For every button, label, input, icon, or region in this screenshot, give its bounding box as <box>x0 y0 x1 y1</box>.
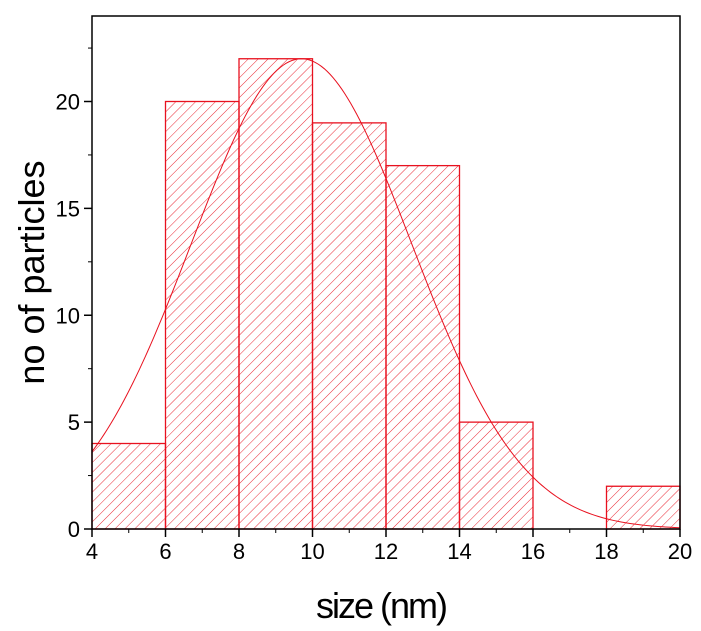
bar-4-6 <box>91 442 167 530</box>
bar-6-8 <box>164 100 240 530</box>
bar-8-10 <box>238 58 314 530</box>
bar-12-14 <box>385 164 461 530</box>
y-axis-ticks: 0 5 10 15 20 <box>56 47 92 542</box>
y-tick-label: 20 <box>56 90 80 115</box>
x-tick-label: 16 <box>521 539 545 564</box>
x-tick-label: 18 <box>594 539 618 564</box>
gaussian-fit-curve <box>91 58 681 529</box>
y-tick-label: 0 <box>68 517 80 542</box>
x-tick-label: 8 <box>233 539 245 564</box>
bar-18-20 <box>605 485 681 530</box>
x-tick-label: 12 <box>374 539 398 564</box>
x-tick-label: 4 <box>86 539 98 564</box>
x-axis-title: size (nm) <box>316 585 446 626</box>
y-axis-title: no of particles <box>11 160 52 384</box>
histogram-bars <box>91 58 681 530</box>
x-tick-label: 10 <box>300 539 324 564</box>
y-tick-label: 15 <box>56 196 80 221</box>
x-tick-label: 14 <box>447 539 471 564</box>
bar-10-12 <box>311 122 387 530</box>
y-tick-label: 10 <box>56 303 80 328</box>
x-tick-label: 6 <box>159 539 171 564</box>
bar-14-16 <box>458 421 534 530</box>
x-axis-ticks: 4 6 8 10 12 14 16 18 20 <box>86 529 692 564</box>
y-tick-label: 5 <box>68 410 80 435</box>
x-tick-label: 20 <box>668 539 692 564</box>
